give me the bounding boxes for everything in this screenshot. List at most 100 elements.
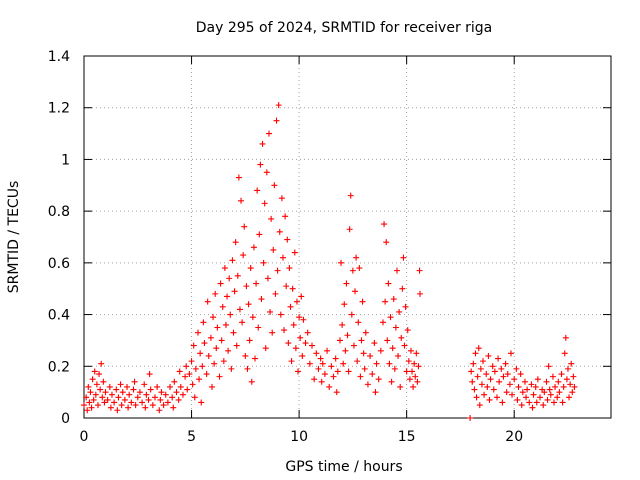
data-point [272, 290, 279, 297]
data-point [400, 254, 407, 261]
y-tick-label: 0.8 [48, 204, 70, 220]
data-point [225, 347, 232, 354]
data-point [111, 399, 118, 406]
data-point [415, 363, 422, 370]
data-point [504, 371, 511, 378]
data-point [220, 358, 227, 365]
data-point [384, 337, 391, 344]
data-point [101, 399, 108, 406]
data-point [489, 363, 496, 370]
data-point [354, 358, 361, 365]
data-point [264, 275, 271, 282]
data-point [240, 252, 247, 259]
x-tick-label: 10 [290, 429, 308, 445]
data-point [198, 399, 205, 406]
data-point [315, 365, 322, 372]
data-point [333, 389, 340, 396]
data-point [277, 311, 284, 318]
data-point [131, 378, 138, 385]
data-point [205, 352, 212, 359]
data-point [241, 223, 248, 230]
data-point [401, 342, 408, 349]
x-tick-label: 5 [187, 429, 196, 445]
data-point [362, 329, 369, 336]
data-point [562, 334, 569, 341]
data-point [219, 303, 226, 310]
data-point [371, 340, 378, 347]
data-point [114, 407, 121, 414]
data-point [405, 358, 412, 365]
data-point [528, 381, 535, 388]
data-point [468, 368, 475, 375]
data-point [250, 244, 257, 251]
data-point [259, 140, 266, 147]
data-point [88, 404, 95, 411]
tick-labels: 0 0.2 0.4 0.6 0.8 1 1.2 1.4 0 5 10 15 20 [48, 49, 523, 445]
data-point [543, 378, 550, 385]
data-point [170, 404, 177, 411]
data-point [281, 327, 288, 334]
data-point [554, 394, 561, 401]
data-point [197, 350, 204, 357]
data-point [81, 402, 87, 409]
data-point [304, 329, 311, 336]
data-point [568, 360, 575, 367]
data-point [257, 161, 264, 168]
data-point [395, 352, 402, 359]
data-point [493, 394, 500, 401]
data-point [491, 368, 498, 375]
grid-lines [84, 56, 611, 418]
data-point [369, 371, 376, 378]
data-point [349, 267, 356, 274]
data-point [149, 402, 156, 409]
data-point [214, 324, 221, 331]
data-point [145, 396, 152, 403]
data-point [398, 334, 405, 341]
data-point [348, 311, 355, 318]
data-point [84, 407, 91, 414]
data-point [179, 391, 186, 398]
data-point [118, 402, 125, 409]
data-point [217, 280, 224, 287]
data-point [330, 373, 337, 380]
data-point [499, 399, 506, 406]
data-point [361, 365, 368, 372]
data-point [399, 285, 406, 292]
data-point [507, 350, 514, 357]
data-point [352, 288, 359, 295]
data-point [262, 345, 269, 352]
data-point [500, 373, 507, 380]
data-point [299, 352, 306, 359]
data-point [311, 376, 318, 383]
chart-title: Day 295 of 2024, SRMTID for receiver rig… [196, 20, 493, 36]
data-point [350, 342, 357, 349]
data-point [142, 404, 149, 411]
data-point [549, 373, 556, 380]
data-point [267, 308, 274, 315]
data-point [293, 298, 300, 305]
data-point [210, 314, 217, 321]
data-point [207, 334, 214, 341]
data-point [286, 265, 293, 272]
data-point [403, 368, 410, 375]
data-point [173, 389, 180, 396]
data-point [367, 352, 374, 359]
data-point [246, 337, 253, 344]
data-point [203, 371, 210, 378]
data-point [356, 265, 363, 272]
data-point [328, 363, 335, 370]
data-point [373, 360, 380, 367]
data-point [196, 376, 203, 383]
data-point [254, 187, 261, 194]
data-point [490, 386, 497, 393]
data-point [372, 389, 379, 396]
data-point [106, 383, 113, 390]
data-point [287, 303, 294, 310]
data-point [175, 396, 182, 403]
data-point [189, 381, 196, 388]
data-point [515, 383, 522, 390]
data-point [563, 376, 570, 383]
data-point [274, 267, 281, 274]
data-point [341, 301, 348, 308]
data-point [346, 226, 353, 233]
